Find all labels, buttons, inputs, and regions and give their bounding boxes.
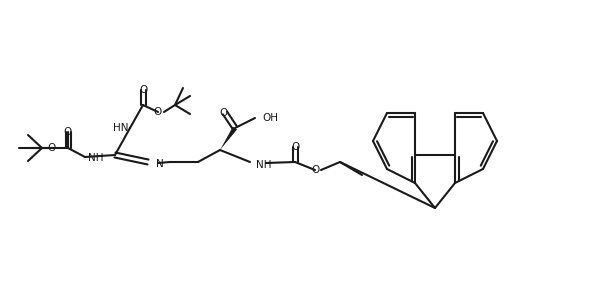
Polygon shape: [220, 127, 237, 150]
Text: HN: HN: [112, 123, 128, 133]
Text: O: O: [139, 85, 147, 95]
Text: O: O: [291, 142, 299, 152]
Text: O: O: [311, 165, 319, 175]
Text: O: O: [154, 107, 162, 117]
Text: O: O: [219, 108, 227, 118]
Text: O: O: [48, 143, 56, 153]
Text: N: N: [156, 159, 164, 169]
Text: O: O: [64, 127, 72, 137]
Text: OH: OH: [262, 113, 278, 123]
Text: NH: NH: [256, 160, 271, 170]
Text: NH: NH: [88, 153, 104, 163]
